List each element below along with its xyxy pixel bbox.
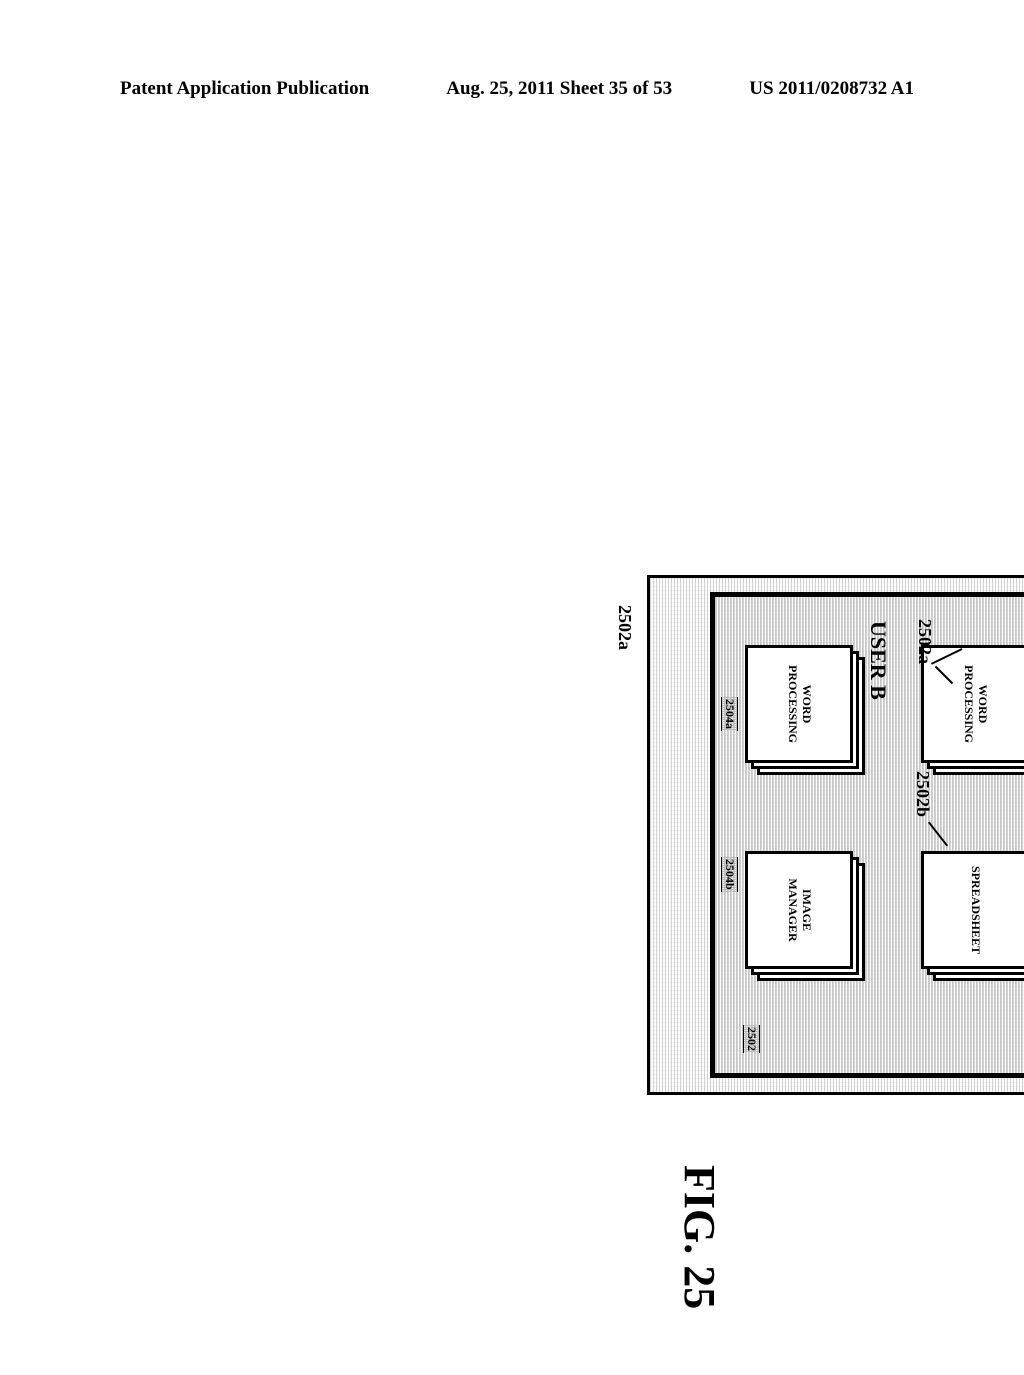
stack-card-front[interactable]: SPREADSHEET bbox=[921, 851, 1024, 969]
stack-card-front[interactable]: WORD PROCESSING bbox=[745, 645, 853, 763]
stack-label: WORD PROCESSING bbox=[961, 665, 989, 743]
ref-2504b: 2504b bbox=[721, 857, 738, 892]
stack-card-front[interactable]: IMAGE MANAGER bbox=[745, 851, 853, 969]
ref-2502a-real: 2502a bbox=[914, 619, 935, 664]
stack-label: WORD PROCESSING bbox=[785, 665, 813, 743]
figure-25: 1102 2304 APPLICATION PROGRAM USER INTER… bbox=[605, 535, 1024, 1375]
figure-rotated-wrap: 1102 2304 APPLICATION PROGRAM USER INTER… bbox=[605, 535, 1024, 1375]
stack-label: IMAGE MANAGER bbox=[785, 878, 813, 941]
ref-2502a: 2502a bbox=[614, 605, 635, 650]
stack-user-a-spreadsheet: SPREADSHEET bbox=[921, 851, 1024, 981]
app-window: APPLICATION PROGRAM USER INTERFACE USER … bbox=[647, 575, 1024, 1095]
ref-2502b: 2502b bbox=[912, 771, 933, 817]
page: Patent Application Publication Aug. 25, … bbox=[0, 0, 1024, 1320]
stack-user-b-image: IMAGE MANAGER bbox=[745, 851, 865, 981]
stack-user-a-word: WORD PROCESSING bbox=[921, 645, 1024, 775]
header-publication: Patent Application Publication bbox=[120, 78, 369, 100]
page-header: Patent Application Publication Aug. 25, … bbox=[0, 78, 1024, 100]
ref-2502-inner: 2502 bbox=[743, 1025, 760, 1053]
ref-2504a: 2504a bbox=[721, 697, 738, 731]
stack-card-front[interactable]: WORD PROCESSING bbox=[921, 645, 1024, 763]
highlight-box-2502: USER A USER B WORD PROCESSING SPREADSHEE… bbox=[710, 592, 1024, 1078]
header-pubnum: US 2011/0208732 A1 bbox=[749, 78, 914, 100]
stack-user-b-word: WORD PROCESSING bbox=[745, 645, 865, 775]
window-client-area: USER A USER B WORD PROCESSING SPREADSHEE… bbox=[650, 578, 1024, 1092]
figure-caption: FIG. 25 bbox=[674, 1165, 725, 1309]
user-b-label: USER B bbox=[865, 621, 891, 700]
stack-label: SPREADSHEET bbox=[968, 866, 982, 954]
header-date-sheet: Aug. 25, 2011 Sheet 35 of 53 bbox=[446, 78, 672, 100]
